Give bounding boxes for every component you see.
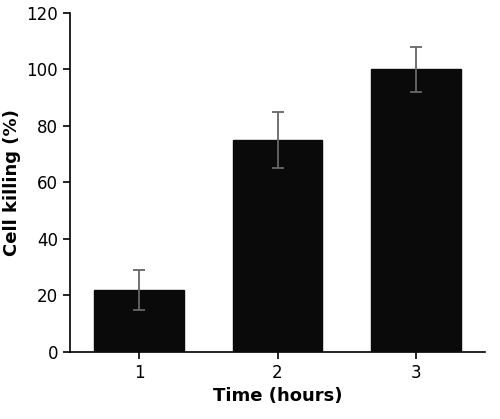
- X-axis label: Time (hours): Time (hours): [213, 387, 342, 405]
- Bar: [94, 290, 184, 352]
- Bar: [371, 69, 461, 352]
- Y-axis label: Cell killing (%): Cell killing (%): [3, 109, 21, 256]
- Bar: [232, 140, 322, 352]
